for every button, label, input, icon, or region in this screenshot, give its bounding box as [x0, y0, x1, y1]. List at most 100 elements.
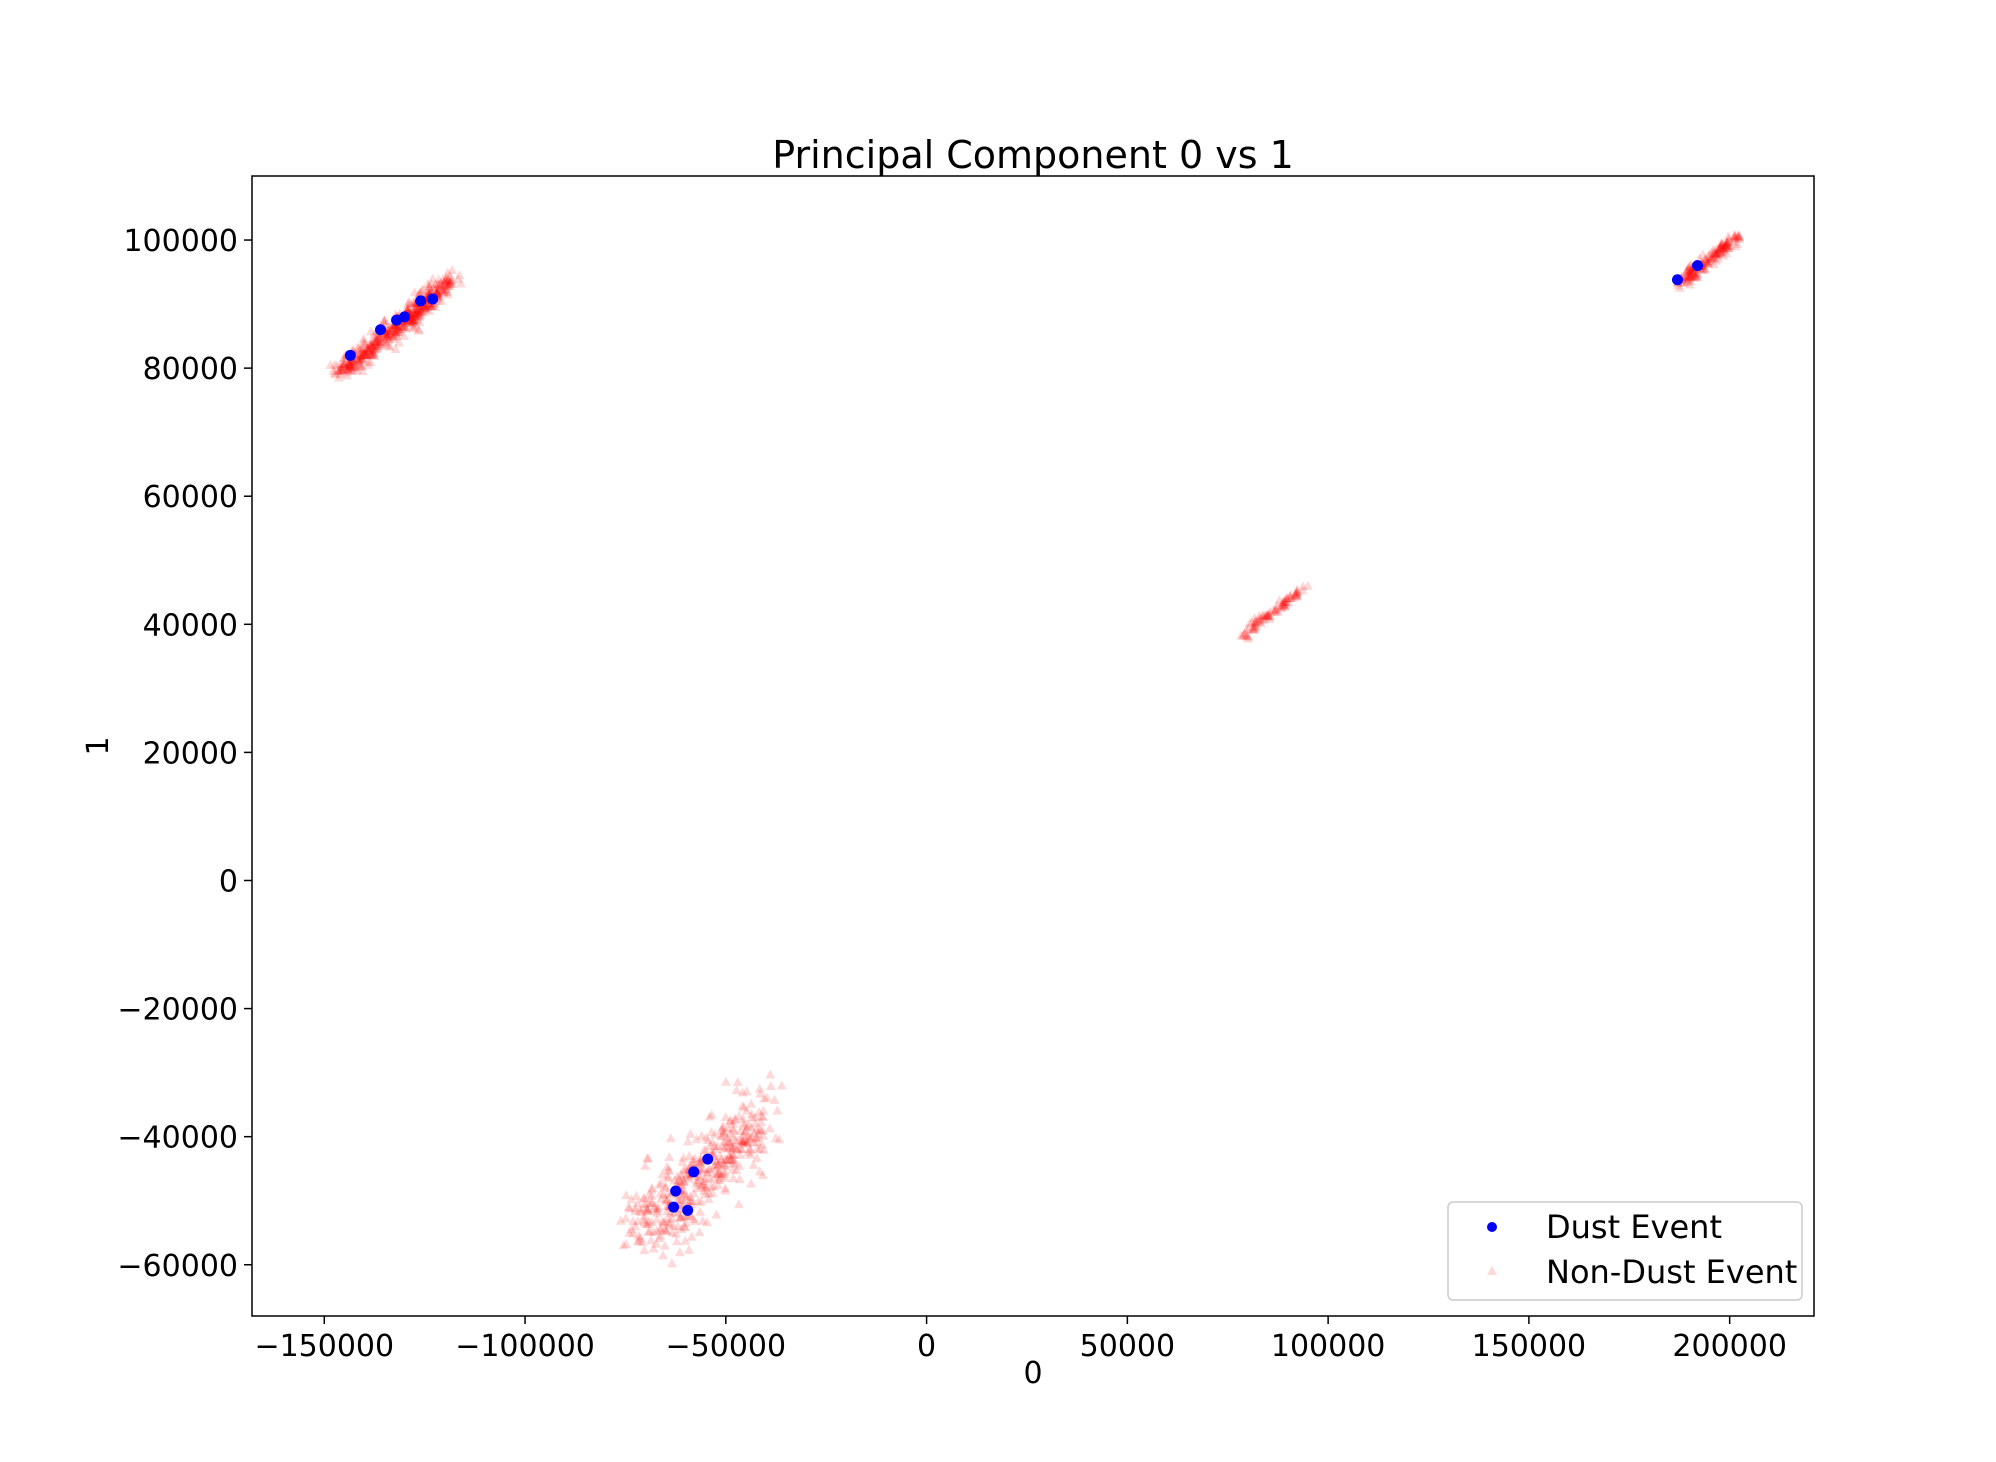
non-dust-event-point: [1709, 248, 1720, 258]
non-dust-event-point: [738, 1102, 749, 1112]
non-dust-event-point: [1260, 610, 1271, 620]
non-dust-event-point: [1250, 616, 1261, 626]
non-dust-event-point: [445, 276, 456, 286]
non-dust-event-point: [680, 1235, 691, 1245]
y-tick-label: −60000: [117, 1249, 238, 1284]
non-dust-event-point: [420, 301, 431, 311]
non-dust-event-point: [736, 1143, 747, 1153]
non-dust-event-point: [444, 277, 455, 287]
non-dust-event-point: [672, 1171, 683, 1181]
non-dust-event-point: [655, 1222, 666, 1232]
non-dust-event-point: [718, 1136, 729, 1146]
non-dust-event-point: [345, 357, 356, 367]
non-dust-event-point: [383, 323, 394, 333]
non-dust-event-point: [354, 344, 365, 354]
non-dust-event-point: [698, 1164, 709, 1174]
non-dust-event-point: [1279, 600, 1290, 610]
non-dust-event-point: [1685, 266, 1696, 276]
non-dust-event-point: [408, 315, 419, 325]
non-dust-event-point: [358, 349, 369, 359]
non-dust-event-point: [731, 1143, 742, 1153]
non-dust-event-point: [718, 1143, 729, 1153]
non-dust-event-point: [424, 281, 435, 291]
non-dust-event-point: [409, 315, 420, 325]
non-dust-event-point: [402, 317, 413, 327]
non-dust-event-point: [720, 1161, 731, 1171]
non-dust-event-point: [683, 1173, 694, 1183]
non-dust-event-point: [712, 1180, 723, 1190]
non-dust-event-point: [643, 1226, 654, 1236]
dust-event-point: [374, 324, 386, 336]
non-dust-event-point: [391, 321, 402, 331]
non-dust-event-point: [414, 288, 425, 298]
non-dust-event-point: [332, 360, 343, 370]
non-dust-event-point: [1263, 610, 1274, 620]
non-dust-event-point: [1716, 241, 1727, 251]
non-dust-event-point: [368, 348, 379, 358]
non-dust-event-point: [386, 323, 397, 333]
non-dust-event-point: [694, 1227, 705, 1237]
non-dust-event-point: [433, 282, 444, 292]
non-dust-event-point: [362, 359, 373, 369]
non-dust-event-point: [639, 1198, 650, 1208]
non-dust-event-point: [712, 1141, 723, 1151]
non-dust-event-point: [728, 1142, 739, 1152]
non-dust-event-point: [688, 1214, 699, 1224]
non-dust-event-point: [653, 1202, 664, 1212]
dust-event-point: [1692, 260, 1704, 272]
non-dust-event-point: [415, 306, 426, 316]
non-dust-event-point: [657, 1216, 668, 1226]
x-tick-label: 100000: [1271, 1329, 1386, 1364]
non-dust-event-point: [688, 1154, 699, 1164]
non-dust-event-point: [746, 1178, 757, 1188]
non-dust-event-point: [759, 1093, 770, 1103]
non-dust-event-point: [664, 1219, 675, 1229]
non-dust-event-point: [1278, 596, 1289, 606]
non-dust-event-point: [407, 297, 418, 307]
non-dust-event-point: [660, 1182, 671, 1192]
non-dust-event-point: [709, 1162, 720, 1172]
non-dust-event-point: [669, 1175, 680, 1185]
non-dust-event-point: [1707, 252, 1718, 262]
non-dust-event-point: [649, 1203, 660, 1213]
non-dust-event-point: [402, 303, 413, 313]
non-dust-event-point: [758, 1144, 769, 1154]
non-dust-event-point: [647, 1197, 658, 1207]
non-dust-event-point: [675, 1169, 686, 1179]
non-dust-event-point: [720, 1076, 731, 1086]
non-dust-event-point: [334, 365, 345, 375]
non-dust-event-point: [756, 1116, 767, 1126]
dust-event-point: [427, 293, 439, 305]
non-dust-event-point: [666, 1258, 677, 1268]
non-dust-event-point: [1707, 245, 1718, 255]
non-dust-event-point: [362, 344, 373, 354]
non-dust-event-point: [405, 315, 416, 325]
non-dust-event-point: [638, 1202, 649, 1212]
non-dust-event-point: [711, 1156, 722, 1166]
non-dust-event-point: [1686, 266, 1697, 276]
non-dust-event-point: [1715, 241, 1726, 251]
non-dust-event-point: [1684, 272, 1695, 282]
non-dust-event-point: [1687, 264, 1698, 274]
x-tick-label: −50000: [666, 1329, 787, 1364]
non-dust-event-point: [444, 280, 455, 290]
non-dust-event-point: [678, 1176, 689, 1186]
non-dust-event-point: [356, 361, 367, 371]
non-dust-event-point: [328, 365, 339, 375]
non-dust-event-point: [1291, 586, 1302, 596]
non-dust-event-point: [1719, 239, 1730, 249]
non-dust-event-point: [374, 331, 385, 341]
dust-event-point: [702, 1153, 714, 1165]
non-dust-event-point: [363, 345, 374, 355]
non-dust-event-point: [390, 326, 401, 336]
non-dust-event-point: [643, 1198, 654, 1208]
non-dust-event-point: [1718, 246, 1729, 256]
non-dust-event-point: [333, 366, 344, 376]
non-dust-event-point: [379, 315, 390, 325]
dust-event-point: [668, 1201, 680, 1213]
non-dust-event-point: [646, 1198, 657, 1208]
non-dust-event-point: [443, 280, 454, 290]
non-dust-event-point: [728, 1131, 739, 1141]
non-dust-event-point: [633, 1236, 644, 1246]
non-dust-event-point: [1730, 241, 1741, 251]
